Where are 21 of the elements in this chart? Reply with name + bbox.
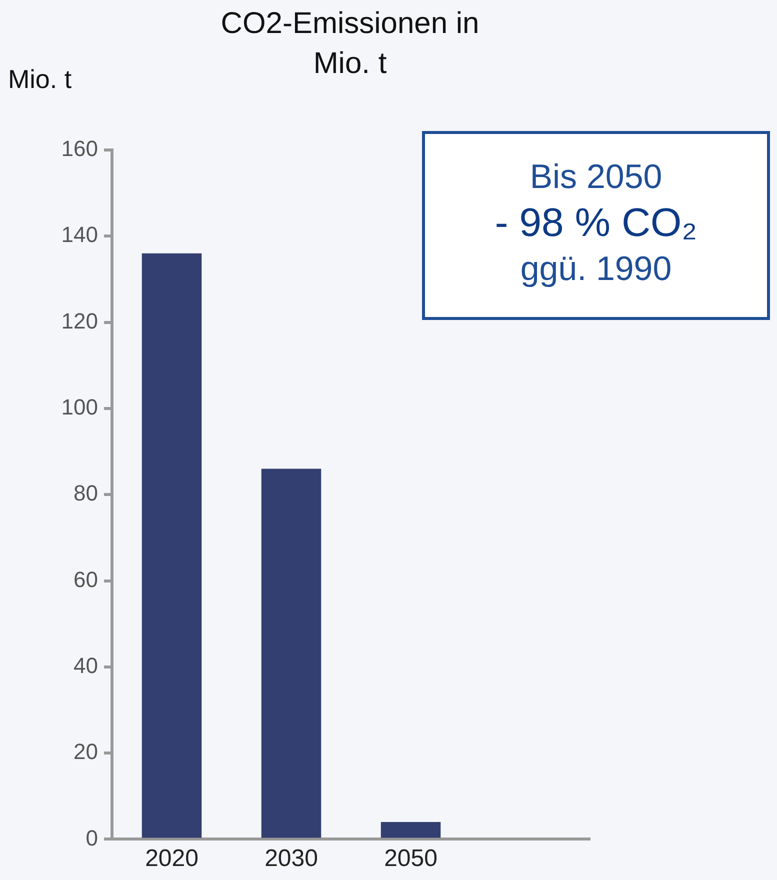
y-tick-label: 40 (74, 652, 98, 678)
y-tick-label: 80 (74, 480, 98, 506)
x-tick-label: 2050 (384, 845, 438, 872)
x-tick-label: 2030 (264, 845, 318, 872)
callout-box: Bis 2050 - 98 % CO₂ ggü. 1990 (422, 131, 770, 320)
chart-title: CO2-Emissionen in Mio. t (220, 6, 480, 82)
y-tick-label: 100 (61, 394, 98, 420)
bar (261, 468, 322, 838)
y-tick-label: 140 (61, 222, 98, 248)
bar (142, 253, 202, 838)
annotation: - 98 % CO₂ (494, 200, 698, 246)
y-tick-label: 160 (61, 136, 98, 162)
y-tick-label: 120 (61, 308, 98, 334)
y-tick-label: 0 (86, 825, 98, 850)
annotation: ggü. 1990 (519, 249, 673, 290)
y-axis-title: Mio. t (8, 64, 72, 95)
annotation: Bis 2050 (528, 157, 664, 198)
y-tick-label: 20 (74, 739, 98, 764)
x-tick-label: 2020 (145, 845, 198, 872)
bar (380, 822, 441, 838)
y-tick-label: 60 (74, 566, 98, 592)
